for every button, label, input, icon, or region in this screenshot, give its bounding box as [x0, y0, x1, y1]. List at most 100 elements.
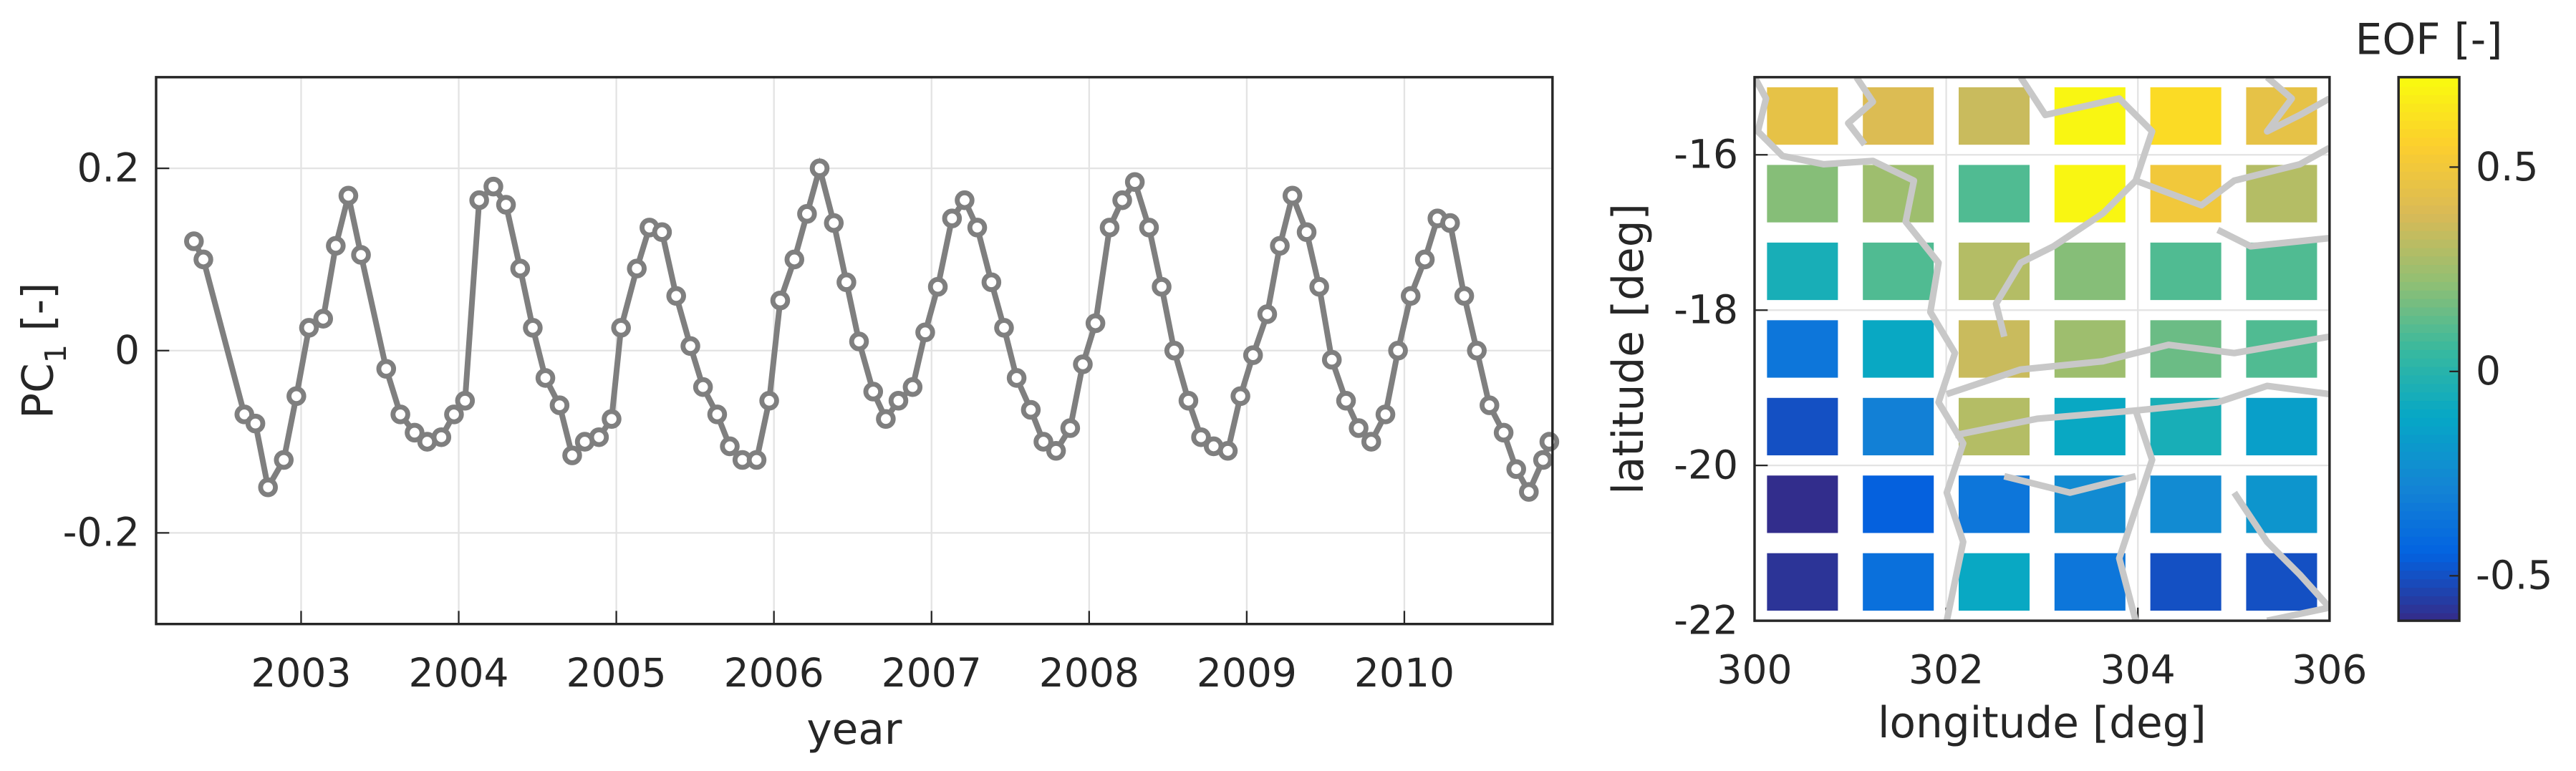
data-point — [1164, 340, 1185, 361]
heatmap-cell — [2150, 165, 2222, 223]
data-point — [1361, 432, 1381, 452]
y-tick-label: -16 — [1674, 132, 1738, 178]
data-point — [942, 208, 963, 228]
x-tick-label: 300 — [1717, 646, 1792, 692]
data-point — [876, 409, 896, 430]
colorbar-tick-label: 0.5 — [2476, 144, 2539, 190]
colorbar-segment — [2398, 612, 2460, 622]
colorbar-segment — [2398, 544, 2460, 554]
heatmap-cell — [2054, 553, 2126, 611]
coastlines — [1754, 77, 2330, 621]
colorbar-segment — [2398, 603, 2460, 614]
colorbar-segment — [2398, 561, 2460, 571]
y-axis-label-part: 1 — [39, 344, 73, 363]
heatmap-cell — [1958, 165, 2030, 223]
colorbar-segment — [2398, 578, 2460, 588]
data-point — [496, 195, 516, 215]
data-point — [286, 386, 307, 407]
colorbar-segment — [2398, 595, 2460, 605]
data-point — [1073, 354, 1093, 374]
colorbar-segment — [2398, 153, 2460, 163]
data-point — [1006, 368, 1027, 388]
data-point — [1375, 404, 1396, 425]
heatmap-cell — [2054, 165, 2126, 223]
x-tick-label: 304 — [2100, 646, 2176, 692]
data-point — [967, 218, 988, 238]
colorbar-segment — [2398, 349, 2460, 359]
y-tick-label: -20 — [1674, 442, 1738, 488]
data-point — [523, 318, 543, 338]
colorbar-segment — [2398, 230, 2460, 240]
heatmap-cell — [1863, 242, 1934, 301]
colorbar-segment — [2398, 493, 2460, 503]
data-point — [1440, 213, 1460, 233]
data-point — [405, 422, 425, 443]
data-point — [680, 336, 700, 357]
colorbar-segment — [2398, 136, 2460, 147]
data-point — [1336, 391, 1356, 411]
colorbar-segment — [2398, 510, 2460, 520]
data-point — [274, 450, 294, 470]
heatmap-cell — [1767, 320, 1838, 378]
colorbar-segment — [2398, 255, 2460, 266]
colorbar-segment — [2398, 569, 2460, 580]
coastline — [2216, 227, 2330, 250]
data-point — [1243, 345, 1263, 365]
data-point — [338, 185, 359, 206]
coastline — [2116, 409, 2156, 621]
colorbar-segment — [2398, 323, 2460, 334]
y-tick-label: 0 — [115, 327, 140, 373]
data-point — [707, 404, 728, 425]
data-point — [299, 318, 319, 338]
data-point — [770, 290, 791, 311]
colorbar-segment — [2398, 417, 2460, 427]
heatmap-cell — [2246, 242, 2317, 301]
colorbar-segment — [2398, 298, 2460, 308]
data-point — [849, 331, 869, 351]
data-point — [836, 272, 857, 293]
data-point — [193, 249, 213, 270]
colorbar-frame — [2397, 76, 2461, 622]
heatmap-cell — [2054, 397, 2126, 456]
data-point — [1217, 441, 1238, 461]
data-point — [1296, 222, 1317, 243]
colorbar-segment — [2398, 111, 2460, 121]
data-point — [1533, 450, 1553, 470]
data-point — [797, 204, 817, 224]
colorbar-segment — [2398, 399, 2460, 409]
data-point — [1493, 422, 1514, 443]
colorbar-segment — [2398, 77, 2460, 87]
data-point — [313, 309, 334, 329]
colorbar-segment — [2398, 145, 2460, 155]
colorbar-segment — [2398, 518, 2460, 528]
x-axis-label: longitude [deg] — [1878, 699, 2206, 748]
heatmap-cell — [2150, 553, 2222, 611]
heatmap-cell — [1863, 397, 1934, 456]
colorbar-segment — [2398, 467, 2460, 477]
data-point — [611, 318, 631, 338]
colorbar-segment — [2398, 450, 2460, 461]
axes-frames — [155, 76, 2461, 626]
x-tick-label: 302 — [1909, 646, 1984, 692]
axes-frame — [155, 76, 1554, 626]
colorbar-segment — [2398, 221, 2460, 231]
colorbar-segment — [2398, 382, 2460, 393]
y-tick-label: -0.2 — [63, 510, 140, 556]
data-point — [455, 391, 476, 411]
data-point — [824, 213, 844, 233]
data-point — [1480, 395, 1500, 415]
data-point — [1309, 276, 1329, 297]
colorbar-segment — [2398, 527, 2460, 537]
data-point — [376, 359, 397, 379]
colorbar-segment — [2398, 366, 2460, 376]
colorbar-tick-label: -0.5 — [2476, 553, 2552, 598]
x-tick-label: 306 — [2292, 646, 2367, 692]
heatmap-cell — [1767, 242, 1838, 301]
data-point — [562, 445, 582, 465]
data-point — [1060, 418, 1081, 438]
x-tick-label: 2003 — [251, 650, 351, 696]
heatmap-cell — [1958, 475, 2030, 533]
data-point — [431, 427, 452, 447]
data-point — [1388, 340, 1408, 361]
data-point — [627, 258, 647, 278]
